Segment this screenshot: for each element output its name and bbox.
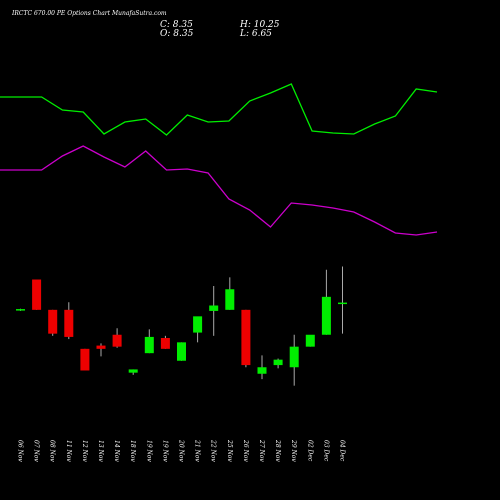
candle-body <box>257 367 267 374</box>
x-tick-label: 26 Nov <box>242 439 249 462</box>
candle <box>193 316 203 343</box>
candle-body <box>160 338 170 349</box>
candle-body <box>64 309 74 337</box>
candle <box>96 343 106 357</box>
x-tick-label: 27 Nov <box>258 439 265 462</box>
x-tick-label: 25 Nov <box>226 439 233 462</box>
low-value: L: 6.65 <box>239 29 272 39</box>
candle <box>144 329 154 354</box>
close-value: C: 8.35 <box>160 20 193 30</box>
candle-body <box>16 309 25 311</box>
candle <box>225 277 235 310</box>
candle-body <box>112 334 122 347</box>
candles <box>16 266 347 386</box>
x-tick-label: 02 Dec <box>306 440 313 462</box>
indicator-lines <box>0 83 438 236</box>
x-tick-label: 03 Dec <box>322 440 329 462</box>
candle-body <box>209 305 219 311</box>
candle-body <box>338 302 347 305</box>
candle <box>338 266 347 334</box>
candle-body <box>48 309 58 334</box>
candle-body <box>225 289 235 310</box>
candle <box>16 308 25 311</box>
x-tick-label: 12 Nov <box>81 440 88 462</box>
candle-body <box>193 316 203 333</box>
x-tick-label: 29 Nov <box>290 439 297 462</box>
candle-body <box>96 345 106 349</box>
candle-body <box>321 296 331 335</box>
x-tick-label: 08 Nov <box>49 440 56 462</box>
x-tick-label: 22 Nov <box>210 439 217 462</box>
candle <box>32 279 42 310</box>
candle <box>128 369 138 375</box>
upper-indicator-line <box>0 83 438 136</box>
candle-body <box>305 334 315 347</box>
chart-title: IRCTC 670.00 PE Options Chart MunafaSutr… <box>11 10 167 17</box>
x-axis-ticks: 06 Nov 07 Nov 08 Nov 11 Nov 12 Nov 13 Nov 14 N… <box>17 439 346 462</box>
candle-body <box>241 309 251 366</box>
lower-indicator-line <box>0 145 438 236</box>
candle-body <box>289 346 299 368</box>
candle <box>64 302 74 340</box>
candle <box>80 348 90 371</box>
candle-body <box>177 342 186 361</box>
candle-body <box>128 369 138 373</box>
candle <box>48 309 58 336</box>
candle <box>160 335 170 349</box>
candle <box>273 358 283 369</box>
candle <box>177 342 186 361</box>
x-tick-label: 07 Nov <box>33 440 40 462</box>
x-tick-label: 11 Nov <box>65 440 72 462</box>
x-tick-label: 13 Nov <box>97 440 104 462</box>
candle <box>257 355 267 380</box>
x-tick-label: 20 Nov <box>178 439 185 462</box>
candle-body <box>144 336 154 354</box>
candle <box>112 328 122 348</box>
x-tick-label: 19 Nov <box>145 440 152 462</box>
x-tick-label: 06 Nov <box>17 440 24 462</box>
x-tick-label: 21 Nov <box>194 439 201 462</box>
x-tick-label: 14 Nov <box>113 440 120 462</box>
candle-body <box>32 279 42 310</box>
x-tick-label: 18 Nov <box>129 440 136 462</box>
x-tick-label: 04 Dec <box>339 440 346 462</box>
x-tick-label: 28 Nov <box>274 439 281 462</box>
candle <box>289 334 299 386</box>
candle <box>321 269 331 335</box>
open-value: O: 8.35 <box>160 29 194 39</box>
candle <box>241 309 251 368</box>
candle-body <box>80 348 90 371</box>
candle <box>305 334 315 347</box>
candle-body <box>273 359 283 366</box>
candle <box>209 286 219 336</box>
high-value: H: 10.25 <box>239 20 280 30</box>
x-tick-label: 19 Nov <box>161 440 168 462</box>
